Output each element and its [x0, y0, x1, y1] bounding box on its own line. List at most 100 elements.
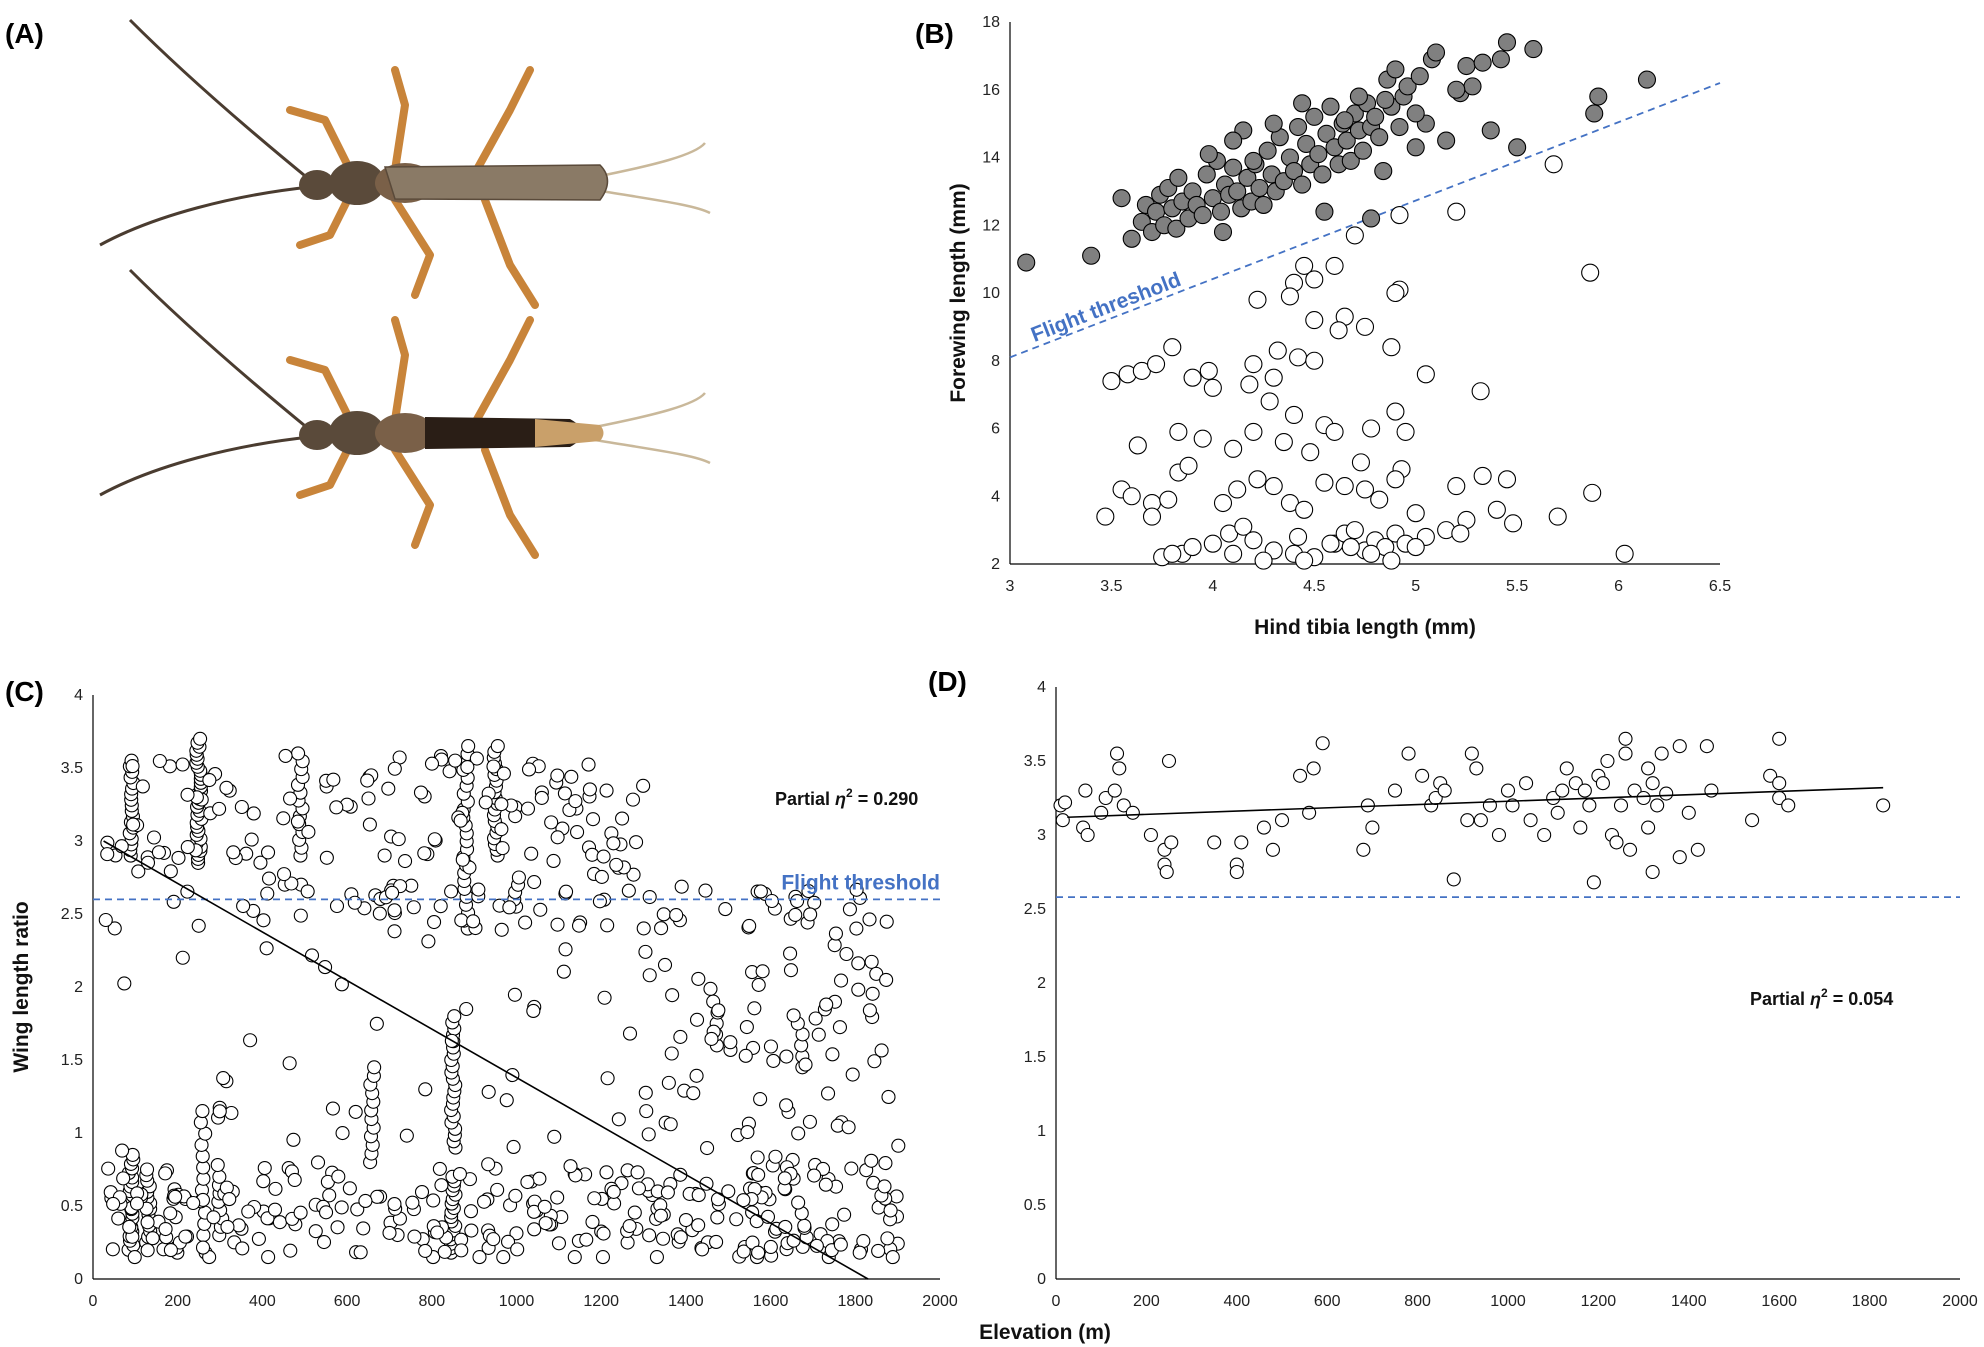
data-point — [865, 986, 880, 1001]
data-point — [638, 1085, 653, 1100]
data-point — [301, 824, 316, 839]
data-point — [111, 1211, 126, 1226]
data-point — [397, 854, 413, 869]
data-point — [779, 1098, 794, 1113]
data-point — [1080, 827, 1095, 843]
panel-label-c: (C) — [5, 676, 44, 707]
data-point-winged — [1497, 33, 1517, 52]
data-point — [1613, 798, 1629, 813]
data-point — [1116, 798, 1131, 813]
data-point — [448, 753, 463, 768]
data-point — [405, 1195, 420, 1210]
data-point — [729, 1212, 744, 1227]
data-point — [447, 1009, 462, 1024]
data-point — [372, 906, 387, 921]
data-point — [736, 1193, 751, 1208]
x-tick-label: 5.5 — [1506, 578, 1528, 595]
data-point — [358, 1193, 373, 1209]
data-point-wingless — [1213, 493, 1233, 513]
y-tick-label: 0 — [74, 1271, 83, 1288]
data-point — [627, 1205, 642, 1220]
data-point-wingless — [1305, 311, 1324, 330]
data-point — [241, 1204, 256, 1219]
data-point-winged — [1228, 182, 1247, 201]
y-tick-label: 2.5 — [61, 906, 83, 923]
x-tick-label: 1600 — [753, 1293, 789, 1310]
data-point — [1161, 753, 1177, 769]
data-point — [751, 1245, 766, 1260]
data-point — [665, 988, 680, 1003]
data-point — [135, 779, 150, 794]
data-point — [287, 1172, 302, 1188]
data-point — [837, 1207, 852, 1222]
data-point — [469, 751, 484, 766]
data-point — [251, 1231, 266, 1246]
y-tick-label: 2 — [74, 979, 83, 996]
y-tick-label: 10 — [982, 285, 1000, 302]
data-point-wingless — [1203, 378, 1222, 397]
data-point — [763, 1039, 778, 1054]
data-point-wingless — [1386, 283, 1405, 303]
x-tick-label: 0 — [89, 1293, 98, 1310]
partial-eta-label: Partial η2 = 0.290 — [775, 786, 918, 809]
data-point-wingless — [1295, 551, 1314, 570]
winged-specimen-illustration — [99, 18, 711, 309]
leg — [296, 191, 354, 249]
data-point — [544, 815, 559, 830]
data-point — [1365, 820, 1380, 835]
data-point — [642, 1228, 657, 1243]
data-point — [267, 1202, 283, 1217]
data-point — [243, 1033, 258, 1048]
data-point — [797, 1218, 812, 1233]
data-point — [585, 847, 600, 862]
data-point-wingless — [1504, 514, 1523, 533]
data-point-wingless — [1301, 443, 1320, 462]
data-point — [168, 1189, 183, 1204]
data-point-wingless — [1345, 226, 1364, 245]
data-point — [382, 1225, 397, 1240]
data-point — [788, 907, 803, 922]
data-point — [146, 830, 162, 845]
data-point-wingless — [1289, 527, 1308, 546]
data-point — [786, 1008, 801, 1023]
data-point-wingless — [1341, 538, 1360, 557]
x-tick-label: 800 — [418, 1293, 445, 1310]
data-point — [202, 773, 217, 788]
data-point-wingless — [1345, 521, 1364, 540]
data-point-wingless — [1355, 480, 1375, 499]
data-point — [1491, 827, 1507, 843]
antenna — [128, 18, 311, 182]
chart-d-wing-ratio-vs-elevation: 0 200 400 600 800 1000 1200 1400 1600 1800 2000 0 0.… — [1024, 679, 1978, 1310]
data-point — [871, 1243, 886, 1259]
leg — [471, 66, 534, 177]
data-point-winged — [1366, 107, 1385, 126]
data-point-wingless — [1264, 477, 1283, 496]
data-point — [171, 850, 186, 865]
data-point — [1609, 835, 1624, 850]
data-point — [510, 1242, 525, 1257]
data-point — [175, 757, 190, 772]
x-tick-label: 0 — [1052, 1293, 1061, 1310]
data-point — [551, 1236, 567, 1251]
x-tick-label: 400 — [1223, 1293, 1250, 1310]
y-tick-label: 12 — [982, 217, 1000, 234]
data-point — [622, 1219, 637, 1234]
data-point — [268, 1181, 283, 1196]
leg — [391, 316, 409, 424]
y-tick-label: 1.5 — [61, 1052, 83, 1069]
y-axis-label: Forewing length (mm) — [947, 183, 970, 402]
data-point — [689, 1012, 705, 1027]
data-point — [751, 1167, 766, 1182]
data-point — [654, 921, 669, 936]
data-point — [704, 1031, 719, 1047]
y-tick-label: 2.5 — [1024, 901, 1046, 918]
data-point — [764, 893, 779, 909]
flight-threshold-label: Flight threshold — [1028, 268, 1184, 347]
data-point-wingless — [1451, 524, 1470, 543]
data-point — [520, 1175, 535, 1190]
data-point — [433, 899, 448, 914]
data-point — [558, 942, 573, 957]
data-point — [206, 1210, 221, 1225]
data-point — [361, 791, 376, 806]
x-tick-label: 1000 — [499, 1293, 535, 1310]
